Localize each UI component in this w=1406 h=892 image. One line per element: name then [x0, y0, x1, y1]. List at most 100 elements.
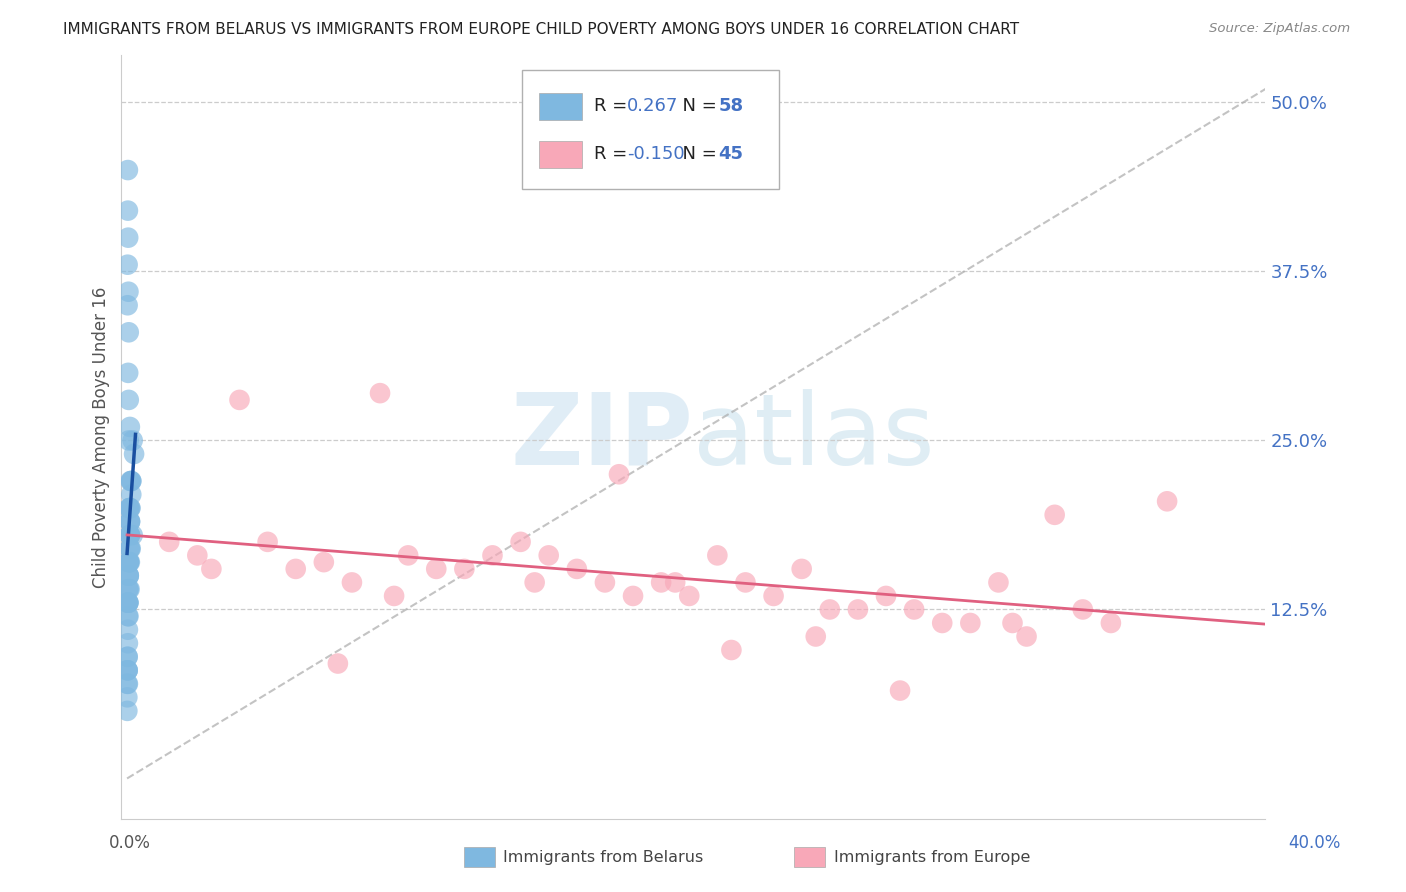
Text: ZIP: ZIP	[510, 389, 693, 485]
Point	[120, 474, 142, 488]
Point	[117, 163, 139, 178]
Point	[537, 549, 560, 563]
Point	[120, 501, 142, 516]
Point	[734, 575, 756, 590]
Point	[117, 596, 139, 610]
Point	[117, 285, 139, 299]
Point	[1071, 602, 1094, 616]
Text: Immigrants from Belarus: Immigrants from Belarus	[503, 850, 703, 864]
Text: Immigrants from Europe: Immigrants from Europe	[834, 850, 1031, 864]
Point	[200, 562, 222, 576]
Point	[621, 589, 644, 603]
Text: 58: 58	[718, 97, 744, 115]
Point	[118, 555, 141, 569]
Text: R =: R =	[593, 145, 633, 163]
Point	[118, 501, 141, 516]
Point	[118, 568, 141, 582]
Point	[1001, 615, 1024, 630]
Point	[256, 534, 278, 549]
Text: 0.0%: 0.0%	[108, 834, 150, 852]
Text: N =: N =	[671, 145, 723, 163]
Point	[118, 582, 141, 597]
Point	[903, 602, 925, 616]
Point	[607, 467, 630, 482]
Point	[720, 643, 742, 657]
Point	[565, 562, 588, 576]
Point	[117, 298, 139, 312]
Point	[117, 582, 139, 597]
Point	[117, 677, 139, 691]
Point	[804, 630, 827, 644]
Point	[889, 683, 911, 698]
Point	[959, 615, 981, 630]
Point	[368, 386, 391, 401]
Point	[120, 487, 142, 501]
Point	[118, 541, 141, 556]
Point	[118, 392, 141, 407]
Point	[117, 609, 139, 624]
Point	[120, 541, 142, 556]
Point	[117, 663, 139, 677]
Text: atlas: atlas	[693, 389, 935, 485]
Point	[120, 501, 142, 516]
Point	[664, 575, 686, 590]
Point	[118, 568, 141, 582]
Point	[118, 555, 141, 569]
Point	[117, 649, 139, 664]
Point	[117, 596, 139, 610]
Point	[117, 366, 139, 380]
Point	[706, 549, 728, 563]
FancyBboxPatch shape	[538, 141, 582, 169]
Point	[117, 596, 139, 610]
Point	[117, 663, 139, 677]
Point	[875, 589, 897, 603]
Point	[117, 649, 139, 664]
Point	[790, 562, 813, 576]
Point	[396, 549, 419, 563]
Point	[120, 474, 142, 488]
Point	[117, 690, 139, 705]
Text: IMMIGRANTS FROM BELARUS VS IMMIGRANTS FROM EUROPE CHILD POVERTY AMONG BOYS UNDER: IMMIGRANTS FROM BELARUS VS IMMIGRANTS FR…	[63, 22, 1019, 37]
Point	[122, 447, 145, 461]
Point	[117, 704, 139, 718]
Point	[186, 549, 208, 563]
Point	[987, 575, 1010, 590]
Point	[284, 562, 307, 576]
Text: Source: ZipAtlas.com: Source: ZipAtlas.com	[1209, 22, 1350, 36]
Point	[117, 258, 139, 272]
Point	[593, 575, 616, 590]
Point	[678, 589, 700, 603]
Point	[118, 326, 141, 340]
Point	[157, 534, 180, 549]
Point	[118, 528, 141, 542]
Point	[118, 501, 141, 516]
Point	[120, 515, 142, 529]
Point	[117, 623, 139, 637]
Point	[117, 677, 139, 691]
Text: R =: R =	[593, 97, 633, 115]
Point	[117, 663, 139, 677]
Point	[931, 615, 953, 630]
Point	[118, 528, 141, 542]
Point	[425, 562, 447, 576]
FancyBboxPatch shape	[522, 70, 779, 189]
Text: N =: N =	[671, 97, 723, 115]
Text: -0.150: -0.150	[627, 145, 685, 163]
Point	[1043, 508, 1066, 522]
Point	[340, 575, 363, 590]
Point	[326, 657, 349, 671]
Point	[118, 541, 141, 556]
Point	[121, 434, 143, 448]
Point	[523, 575, 546, 590]
Point	[117, 609, 139, 624]
Point	[118, 555, 141, 569]
Text: 0.267: 0.267	[627, 97, 679, 115]
Point	[121, 528, 143, 542]
Point	[453, 562, 475, 576]
Point	[117, 596, 139, 610]
Point	[118, 420, 141, 434]
Point	[818, 602, 841, 616]
Point	[117, 636, 139, 650]
Point	[117, 230, 139, 244]
Point	[118, 515, 141, 529]
